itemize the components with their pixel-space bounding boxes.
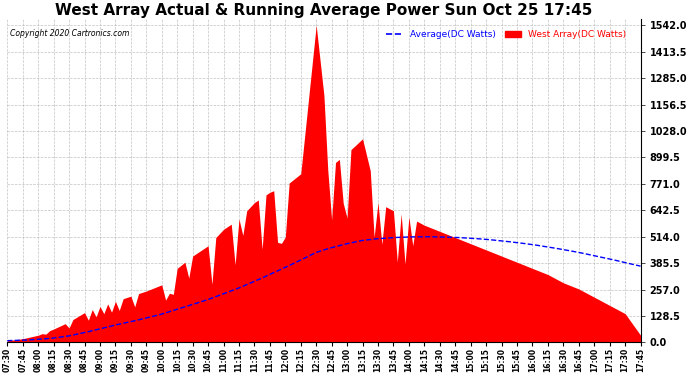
Title: West Array Actual & Running Average Power Sun Oct 25 17:45: West Array Actual & Running Average Powe… [55,3,593,18]
Text: Copyright 2020 Cartronics.com: Copyright 2020 Cartronics.com [10,28,130,38]
Legend: Average(DC Watts), West Array(DC Watts): Average(DC Watts), West Array(DC Watts) [382,27,630,43]
